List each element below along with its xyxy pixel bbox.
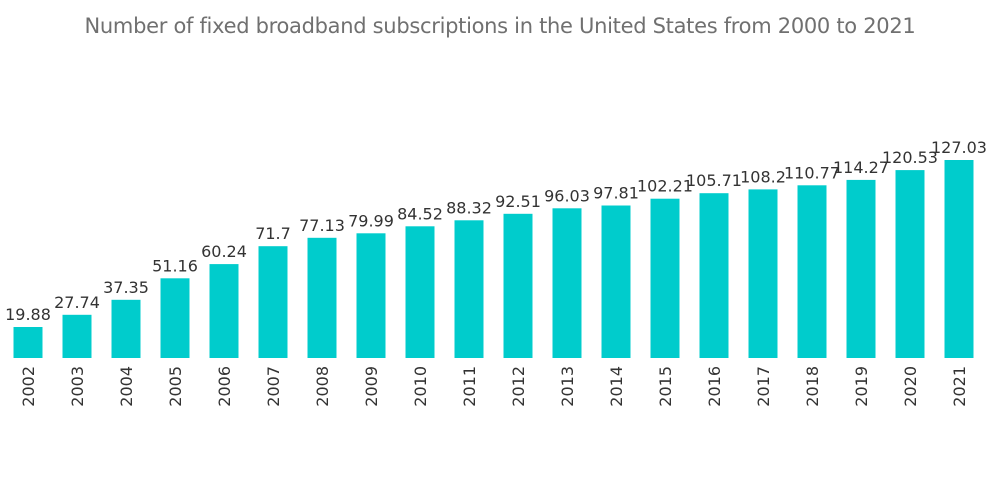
bar-value-label-2005: 51.16 (152, 256, 198, 275)
x-tick-label-2021: 2021 (950, 366, 969, 407)
x-tick-label-2007: 2007 (264, 366, 283, 407)
bar-2010 (405, 226, 435, 358)
bar-value-label-2006: 60.24 (201, 242, 247, 261)
x-tick-label-2014: 2014 (607, 366, 626, 407)
x-tick-label-2015: 2015 (656, 366, 675, 407)
chart-title: Number of fixed broadband subscriptions … (84, 14, 916, 38)
x-tick-label-2020: 2020 (901, 366, 920, 407)
bar-2002 (13, 327, 43, 358)
bar-2004 (111, 299, 141, 358)
x-tick-label-2004: 2004 (117, 366, 136, 407)
bar-value-label-2019: 114.27 (833, 158, 889, 177)
bar-value-label-2016: 105.71 (686, 171, 742, 190)
bar-2003 (62, 314, 92, 358)
x-tick-label-2016: 2016 (705, 366, 724, 407)
x-tick-label-2006: 2006 (215, 366, 234, 407)
bar-2019 (846, 179, 876, 358)
bar-value-label-2010: 84.52 (397, 204, 443, 223)
x-tick-label-2012: 2012 (509, 366, 528, 407)
bar-2013 (552, 208, 582, 358)
bar-2014 (601, 205, 631, 358)
x-tick-label-2017: 2017 (754, 366, 773, 407)
bar-2020 (895, 170, 925, 358)
bar-value-label-2013: 96.03 (544, 186, 590, 205)
x-tick-label-2011: 2011 (460, 366, 479, 407)
bar-2017 (748, 189, 778, 358)
bar-value-label-2004: 37.35 (103, 278, 149, 297)
x-tick-label-2005: 2005 (166, 366, 185, 407)
bar-value-label-2020: 120.53 (882, 148, 938, 167)
bar-value-label-2011: 88.32 (446, 198, 492, 217)
bar-2007 (258, 246, 288, 358)
bar-value-label-2003: 27.74 (54, 293, 100, 312)
x-tick-label-2003: 2003 (68, 366, 87, 407)
x-tick-label-2010: 2010 (411, 366, 430, 407)
bar-value-label-2014: 97.81 (593, 184, 639, 203)
x-tick-label-2013: 2013 (558, 366, 577, 407)
bar-value-label-2012: 92.51 (495, 192, 541, 211)
bar-2005 (160, 278, 190, 358)
x-tick-label-2018: 2018 (803, 366, 822, 407)
x-tick-label-2008: 2008 (313, 366, 332, 407)
bar-2021 (944, 160, 974, 358)
bar-value-label-2008: 77.13 (299, 216, 345, 235)
bar-2006 (209, 264, 239, 358)
bar-2012 (503, 213, 533, 358)
bar-2015 (650, 198, 680, 358)
x-tick-label-2009: 2009 (362, 366, 381, 407)
x-tick-label-2002: 2002 (19, 366, 38, 407)
bar-2009 (356, 233, 386, 358)
x-tick-label-2019: 2019 (852, 366, 871, 407)
bars-group (13, 160, 974, 358)
bar-value-label-2002: 19.88 (5, 305, 51, 324)
bar-value-label-2009: 79.99 (348, 211, 394, 230)
bar-value-label-2018: 110.77 (784, 163, 840, 182)
bar-2018 (797, 185, 827, 358)
bar-value-label-2015: 102.21 (637, 177, 693, 196)
bar-2016 (699, 193, 729, 358)
bar-value-label-2017: 108.2 (740, 167, 786, 186)
bar-value-label-2007: 71.7 (255, 224, 291, 243)
bar-2008 (307, 237, 337, 358)
bar-value-label-2021: 127.03 (931, 138, 987, 157)
x-axis-ticks: 2002 2003 2004 2005 2006 2007 2008 2009 2010 2011… (19, 366, 969, 407)
bar-2011 (454, 220, 484, 358)
